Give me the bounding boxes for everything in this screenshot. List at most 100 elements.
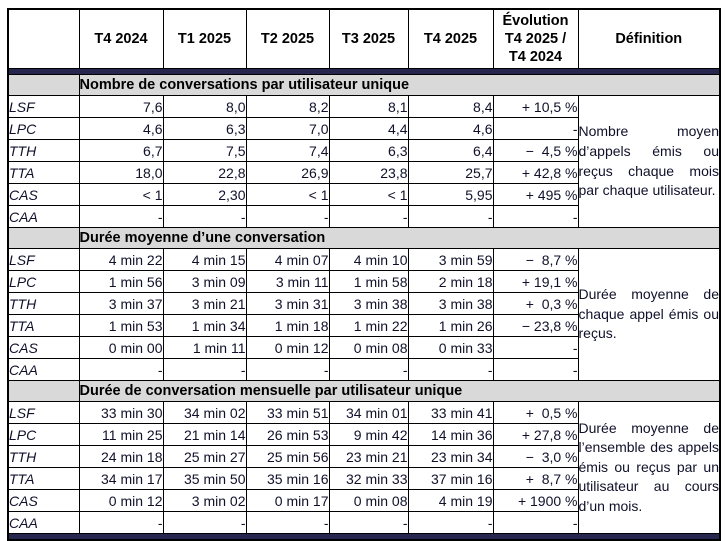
value-cell: - [78,205,164,228]
evolution-cell: + 27,8 % [492,423,579,446]
evolution-cell: - [492,117,579,140]
value-cell: 34 min 17 [78,467,164,490]
value-cell: 0 min 12 [78,489,164,512]
row-label: CAS [7,183,80,206]
value-cell: 2 min 18 [407,270,494,293]
value-cell: 34 min 01 [328,401,409,424]
value-cell: < 1 [245,183,330,206]
definition-cell: Nombre moyen d’appels émis ou reçus chaq… [577,95,721,228]
value-cell: 1 min 22 [328,314,409,337]
evolution-cell: − 23,8 % [492,314,579,337]
evolution-cell: + 19,1 % [492,270,579,293]
value-cell: 1 min 34 [162,314,247,337]
value-cell: 8,1 [328,95,409,118]
column-header-t2-2025: T2 2025 [245,8,330,69]
value-cell: 7,0 [245,117,330,140]
value-cell: 7,4 [245,139,330,162]
value-cell: 1 min 18 [245,314,330,337]
value-cell: 8,4 [407,95,494,118]
row-label: CAS [7,489,80,512]
value-cell: 33 min 30 [78,401,164,424]
value-cell: 6,4 [407,139,494,162]
value-cell: 26,9 [245,161,330,184]
value-cell: 4,6 [78,117,164,140]
value-cell: 1 min 53 [78,314,164,337]
value-cell: 7,5 [162,139,247,162]
statistics-table: T4 2024 T1 2025 T2 2025 T3 2025 T4 2025 … [7,8,721,541]
row-label: TTH [7,445,80,468]
row-label: TTH [7,139,80,162]
value-cell: 3 min 38 [407,292,494,315]
table-row: TTA 34 min 17 35 min 50 35 min 16 32 min 33 3… [7,467,720,490]
value-cell: 3 min 21 [162,292,247,315]
header-row: T4 2024 T1 2025 T2 2025 T3 2025 T4 2025 … [7,8,721,69]
value-cell: < 1 [78,183,164,206]
value-cell: 1 min 58 [328,270,409,293]
value-cell: 21 min 14 [162,423,247,446]
section-header-label-cell [7,74,80,96]
row-label: TTA [7,161,80,184]
column-header-t4-2025: T4 2025 [407,8,494,69]
row-label: TTA [7,314,80,337]
value-cell: 4 min 15 [162,248,247,271]
table-row: LPC 1 min 56 3 min 09 3 min 11 1 min 58 2 min… [7,270,720,293]
value-cell: 1 min 26 [407,314,494,337]
definition-cell: Durée moyenne de chaque appel émis ou re… [577,248,721,381]
value-cell: 14 min 36 [407,423,494,446]
value-cell: 0 min 00 [78,336,164,359]
value-cell: 4 min 07 [245,248,330,271]
value-cell: 3 min 38 [328,292,409,315]
evolution-header-line: T4 2025 / [504,30,567,47]
value-cell: 3 min 37 [78,292,164,315]
value-cell: 37 min 16 [407,467,494,490]
table-row: TTH 6,7 7,5 7,4 6,3 6,4− 4,5 % [7,139,720,162]
value-cell: 3 min 02 [162,489,247,512]
value-cell: - [245,511,330,534]
value-cell: 24 min 18 [78,445,164,468]
value-cell: - [407,358,494,381]
value-cell: - [78,511,164,534]
value-cell: - [407,205,494,228]
value-cell: 23 min 34 [407,445,494,468]
table-row: CAS 0 min 12 3 min 02 0 min 17 0 min 08 4 min… [7,489,720,512]
section-title: Durée moyenne d’une conversation [78,227,721,249]
section-header-label-cell [7,380,80,402]
value-cell: 33 min 41 [407,401,494,424]
column-header-t4-2024: T4 2024 [78,8,164,69]
value-cell: 4,6 [407,117,494,140]
value-cell: 18,0 [78,161,164,184]
row-label: TTH [7,292,80,315]
section-title: Nombre de conversations par utilisateur … [78,74,721,96]
value-cell: - [162,205,247,228]
section-header-row: Durée moyenne d’une conversation [7,227,721,249]
value-cell: 23 min 21 [328,445,409,468]
evolution-cell: - [492,336,579,359]
table-body: Nombre de conversations par utilisateur … [7,74,721,534]
navy-separator-bar-bottom [8,533,720,541]
column-header-evolution: Évolution T4 2025 / T4 2024 [492,8,579,69]
value-cell: 22,8 [162,161,247,184]
value-cell: - [328,358,409,381]
value-cell: 1 min 11 [162,336,247,359]
value-cell: 4,4 [328,117,409,140]
value-cell: 8,0 [162,95,247,118]
value-cell: 34 min 02 [162,401,247,424]
row-label: LSF [7,95,80,118]
value-cell: 3 min 09 [162,270,247,293]
section-header-label-cell [7,227,80,249]
statistics-table-wrap: T4 2024 T1 2025 T2 2025 T3 2025 T4 2025 … [7,8,721,541]
row-label: CAA [7,358,80,381]
table-row: LSF 7,6 8,0 8,2 8,1 8,4 + 10,5 % Nombre moyen d… [7,95,721,228]
value-cell: 25 min 27 [162,445,247,468]
table-row: LSF 4 min 22 4 min 15 4 min 07 4 min 10 3 min… [7,248,721,381]
value-cell: 3 min 59 [407,248,494,271]
evolution-cell: + 42,8 % [492,161,579,184]
row-label: LSF [7,248,80,271]
row-label: CAA [7,511,80,534]
evolution-cell: − 4,5 % [492,139,579,162]
value-cell: - [328,205,409,228]
column-header-t1-2025: T1 2025 [162,8,247,69]
table-row: TTH 3 min 37 3 min 21 3 min 31 3 min 38 3 min… [7,292,720,315]
value-cell: - [245,205,330,228]
table-row: CAS 0 min 00 1 min 11 0 min 12 0 min 08 0 min… [7,336,720,359]
